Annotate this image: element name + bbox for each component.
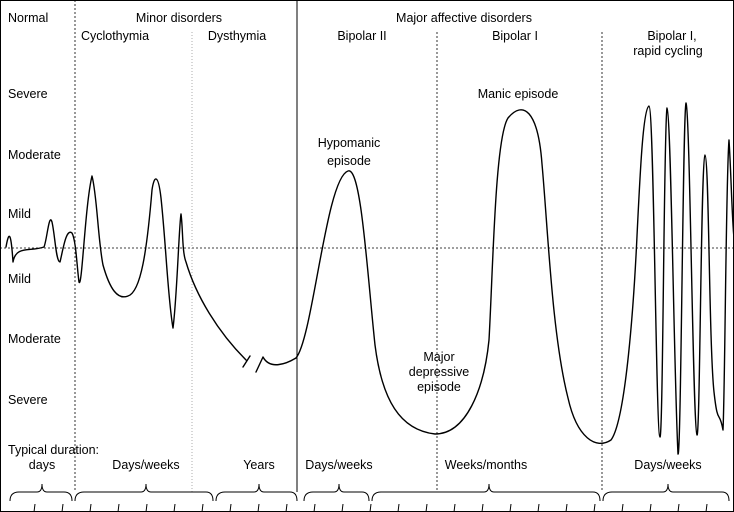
duration-label-bipolar1: Weeks/months (445, 458, 527, 472)
subtype-label-bipolar2: Bipolar II (337, 29, 386, 43)
annotation-depressive-line1: Major (423, 350, 454, 364)
tick-mark (257, 503, 260, 512)
severity-label-elevated-mild: Mild (8, 207, 31, 221)
tick-mark (649, 503, 652, 512)
subtype-label-dysthymia: Dysthymia (208, 29, 266, 43)
brace-normal (9, 483, 73, 502)
annotation-hypomanic-line2: episode (327, 154, 371, 168)
duration-label-bipolar2: Days/weeks (305, 458, 372, 472)
tick-mark (537, 503, 540, 512)
tick-mark (481, 503, 484, 512)
tick-mark (89, 503, 92, 512)
brace-bipolar1 (371, 483, 601, 502)
tick-mark (201, 503, 204, 512)
tick-mark (565, 503, 568, 512)
group-label-normal: Normal (8, 11, 48, 25)
brace-cyclothymia (74, 483, 214, 502)
tick-mark (145, 503, 148, 512)
brace-dysthymia (215, 483, 298, 502)
annotation-hypomanic-line1: Hypomanic (318, 136, 381, 150)
severity-label-depressed-severe: Severe (8, 393, 48, 407)
annotation-depressive-line2: depressive (409, 365, 469, 379)
tick-mark (369, 503, 372, 512)
tick-mark (593, 503, 596, 512)
brace-rapid (602, 483, 730, 502)
duration-label-dysthymia: Years (243, 458, 275, 472)
severity-label-elevated-severe: Severe (8, 87, 48, 101)
subtype-label-cyclothymia: Cyclothymia (81, 29, 149, 43)
group-label-major: Major affective disorders (396, 11, 532, 25)
tick-mark (33, 503, 36, 512)
annotation-depressive-line3: episode (417, 380, 461, 394)
tick-mark (397, 503, 400, 512)
tick-mark (341, 503, 344, 512)
tick-mark (173, 503, 176, 512)
duration-heading: Typical duration: (8, 443, 99, 457)
tick-mark (677, 503, 680, 512)
tick-mark (61, 503, 64, 512)
duration-label-normal: days (29, 458, 55, 472)
tick-mark (453, 503, 456, 512)
tick-mark (621, 503, 624, 512)
tick-mark (313, 503, 316, 512)
severity-label-depressed-moderate: Moderate (8, 332, 61, 346)
severity-label-elevated-moderate: Moderate (8, 148, 61, 162)
group-label-minor: Minor disorders (136, 11, 222, 25)
tick-mark (285, 503, 288, 512)
severity-label-depressed-mild: Mild (8, 272, 31, 286)
tick-mark (705, 503, 708, 512)
brace-bipolar2 (303, 483, 370, 502)
mood-trajectory-curve (5, 102, 734, 455)
tick-mark (425, 503, 428, 512)
annotation-manic: Manic episode (478, 87, 559, 101)
tick-mark (229, 503, 232, 512)
subtype-label-rapid-line1: Bipolar I, (647, 29, 696, 43)
tick-mark (117, 503, 120, 512)
subtype-label-bipolar1: Bipolar I (492, 29, 538, 43)
duration-label-rapid: Days/weeks (634, 458, 701, 472)
duration-label-cyclothymia: Days/weeks (112, 458, 179, 472)
subtype-label-rapid-line2: rapid cycling (633, 44, 703, 58)
tick-mark (509, 503, 512, 512)
